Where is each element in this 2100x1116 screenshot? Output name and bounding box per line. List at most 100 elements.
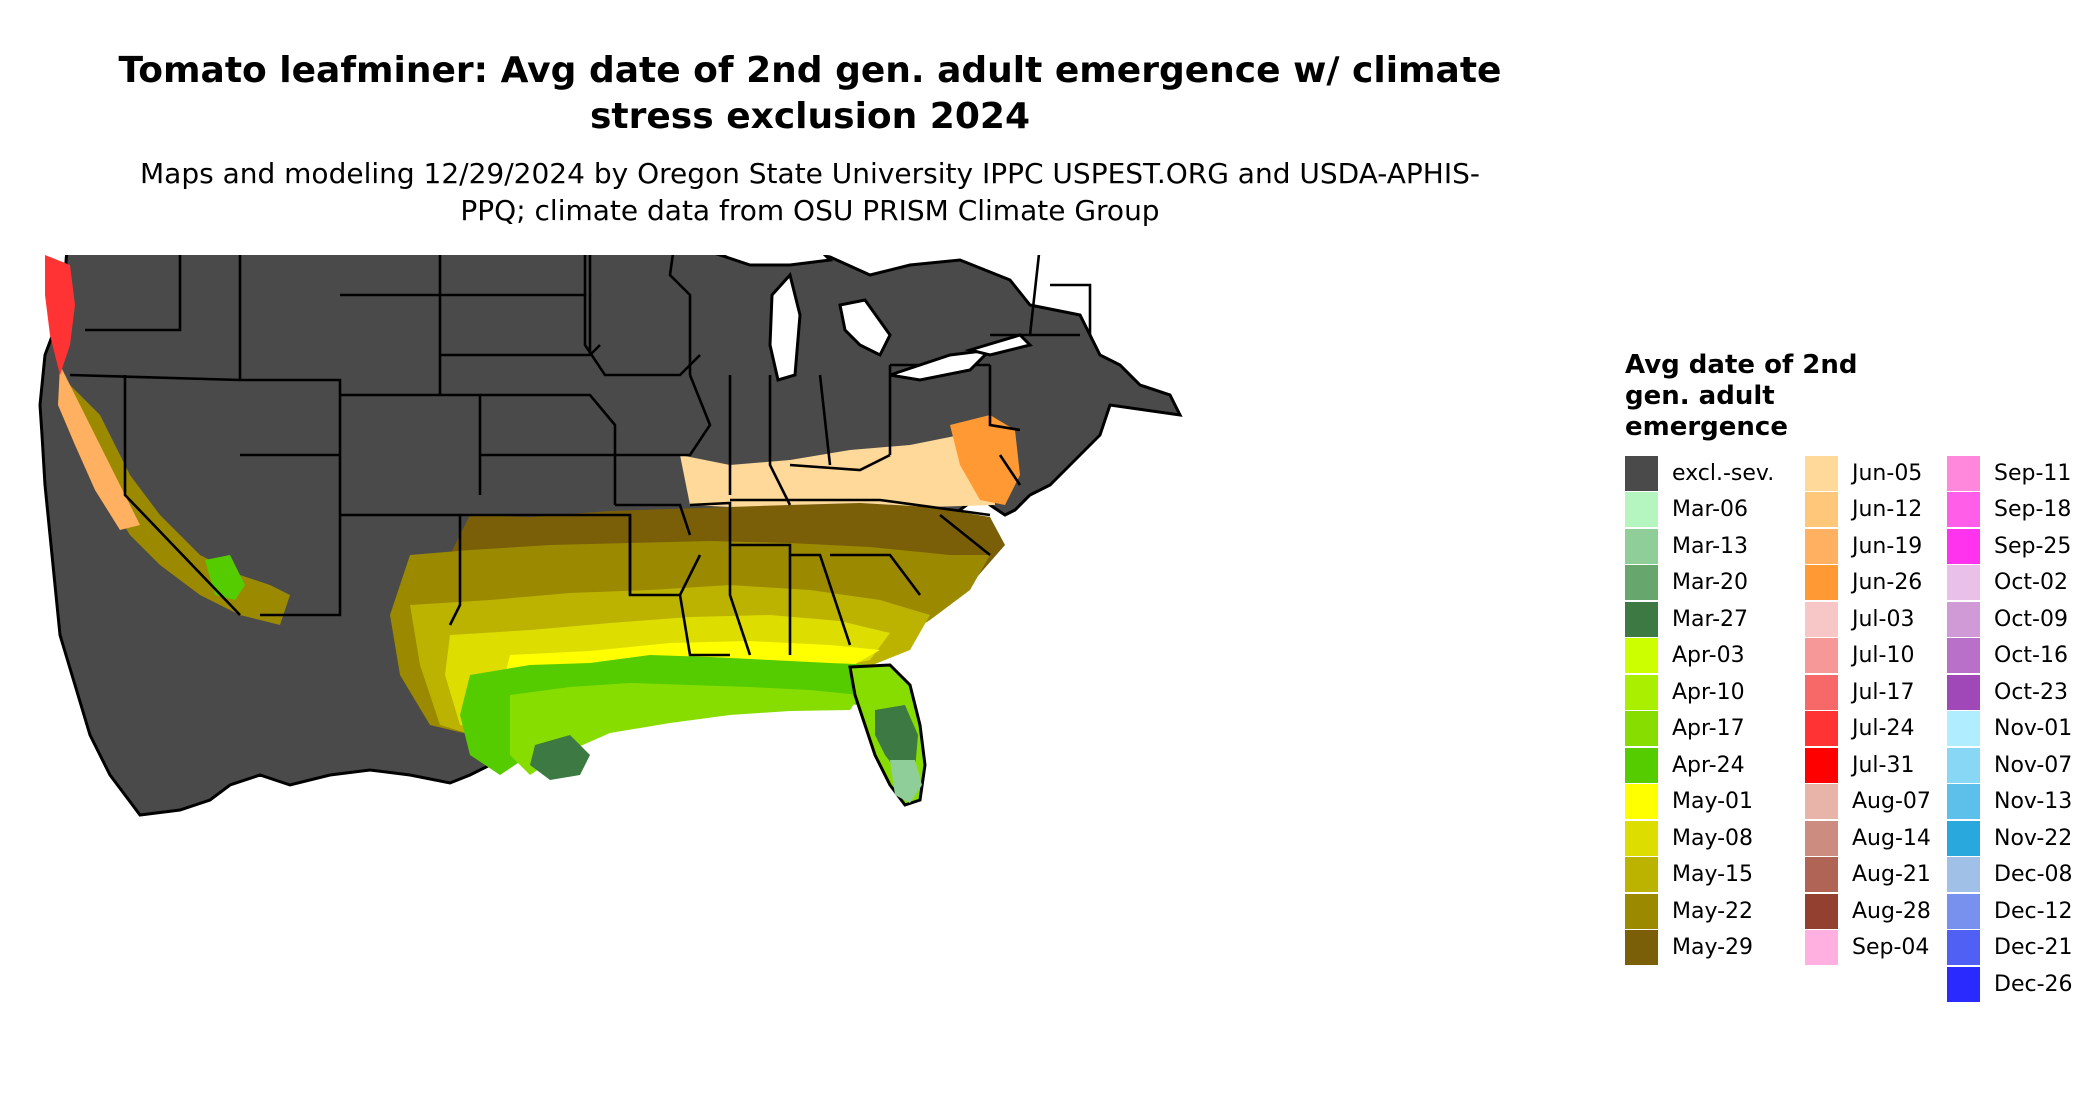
legend-swatch	[1947, 966, 1980, 1002]
legend-column-2: Jun-05 Jun-12 Jun-19 Jun-26 Jul-03 Jul-10 Jul-…	[1805, 455, 1955, 966]
legend-swatch	[1805, 784, 1838, 820]
legend-label: Jun-05	[1852, 460, 1923, 486]
legend-label: Oct-16	[1994, 643, 2068, 669]
legend-swatch	[1947, 455, 1980, 491]
legend-item: Dec-21	[1947, 930, 2097, 967]
legend-swatch	[1805, 674, 1838, 710]
legend-title: Avg date of 2nd gen. adult emergence	[1625, 350, 1858, 442]
legend-item: Jul-31	[1805, 747, 1955, 784]
legend-swatch	[1805, 893, 1838, 929]
legend-item: Dec-12	[1947, 893, 2097, 930]
legend-item: Apr-03	[1625, 638, 1775, 675]
legend-swatch	[1805, 455, 1838, 491]
legend-item: Oct-16	[1947, 638, 2097, 675]
zone-apr-17	[510, 683, 860, 775]
legend-swatch	[1947, 930, 1980, 966]
legend-label: Aug-14	[1852, 825, 1931, 851]
legend-swatch	[1805, 601, 1838, 637]
legend-column-1: excl.-sev. Mar-06 Mar-13 Mar-20 Mar-27 Apr-03…	[1625, 455, 1775, 966]
legend-label: Sep-18	[1994, 497, 2072, 523]
legend-item: Oct-23	[1947, 674, 2097, 711]
legend-label: Oct-02	[1994, 570, 2068, 596]
legend-item: Dec-08	[1947, 857, 2097, 894]
zone-west-coast-orange	[58, 365, 140, 530]
legend-swatch	[1947, 492, 1980, 528]
legend-label: Dec-21	[1994, 935, 2073, 961]
legend-label: Jul-17	[1852, 679, 1915, 705]
legend-swatch	[1625, 638, 1658, 674]
legend-item: Sep-04	[1805, 930, 1955, 967]
legend-item: Dec-26	[1947, 966, 2097, 1003]
legend-label: Oct-09	[1994, 606, 2068, 632]
legend-swatch	[1947, 601, 1980, 637]
legend-item: Oct-02	[1947, 565, 2097, 602]
legend-item: Aug-28	[1805, 893, 1955, 930]
legend-label: Mar-27	[1672, 606, 1749, 632]
legend-item: May-01	[1625, 784, 1775, 821]
legend-swatch	[1625, 893, 1658, 929]
legend-swatch	[1947, 638, 1980, 674]
legend-item: Nov-22	[1947, 820, 2097, 857]
legend-swatch	[1625, 784, 1658, 820]
zone-jun-05	[680, 435, 995, 507]
legend-label: Apr-03	[1672, 643, 1745, 669]
legend-swatch	[1625, 565, 1658, 601]
legend-swatch	[1947, 857, 1980, 893]
legend-item: May-22	[1625, 893, 1775, 930]
legend-label: Oct-23	[1994, 679, 2068, 705]
legend-label: Apr-24	[1672, 752, 1745, 778]
legend-swatch	[1805, 638, 1838, 674]
map-subtitle: Maps and modeling 12/29/2024 by Oregon S…	[140, 157, 1480, 227]
zone-mar-13-florida	[890, 760, 922, 803]
legend-swatch	[1805, 930, 1838, 966]
legend-swatch	[1625, 674, 1658, 710]
legend-label: Nov-13	[1994, 789, 2073, 815]
legend-item: May-15	[1625, 857, 1775, 894]
legend-item: Nov-01	[1947, 711, 2097, 748]
legend-label: Mar-06	[1672, 497, 1749, 523]
legend-item: Jul-24	[1805, 711, 1955, 748]
legend-label: May-01	[1672, 789, 1754, 815]
legend-item: Apr-24	[1625, 747, 1775, 784]
legend-label: May-08	[1672, 825, 1754, 851]
legend-label: Aug-21	[1852, 862, 1931, 888]
legend-swatch	[1625, 857, 1658, 893]
legend-label: May-15	[1672, 862, 1754, 888]
legend-label: Aug-07	[1852, 789, 1931, 815]
legend-item: May-29	[1625, 930, 1775, 967]
legend-item: Jun-12	[1805, 492, 1955, 529]
legend-item: Jul-10	[1805, 638, 1955, 675]
legend-label: Dec-12	[1994, 898, 2073, 924]
legend-swatch	[1805, 711, 1838, 747]
zone-mar-27-texas	[530, 735, 590, 780]
legend-swatch	[1805, 820, 1838, 856]
legend-label: May-22	[1672, 898, 1754, 924]
legend-item: Jun-19	[1805, 528, 1955, 565]
legend-swatch	[1805, 528, 1838, 564]
legend-label: Mar-20	[1672, 570, 1749, 596]
legend-swatch	[1947, 893, 1980, 929]
legend-swatch	[1625, 492, 1658, 528]
legend-swatch	[1625, 455, 1658, 491]
legend-label: Jun-26	[1852, 570, 1923, 596]
legend-item: Sep-25	[1947, 528, 2097, 565]
us-emergence-map	[38, 255, 1183, 817]
legend-label: Apr-10	[1672, 679, 1745, 705]
legend-swatch	[1947, 820, 1980, 856]
legend-label: Aug-28	[1852, 898, 1931, 924]
zone-jun-26	[950, 415, 1020, 505]
legend-label: Jun-19	[1852, 533, 1923, 559]
legend-label: Jul-24	[1852, 716, 1915, 742]
great-lakes	[715, 255, 1033, 382]
legend-item: Mar-06	[1625, 492, 1775, 529]
legend-item: Mar-13	[1625, 528, 1775, 565]
legend-label: Jul-03	[1852, 606, 1915, 632]
legend-item: Aug-07	[1805, 784, 1955, 821]
legend-swatch	[1625, 528, 1658, 564]
legend-label: Dec-26	[1994, 971, 2073, 997]
zone-apr-24	[460, 655, 890, 775]
legend-label: Mar-13	[1672, 533, 1749, 559]
legend-label: Jul-31	[1852, 752, 1915, 778]
zone-mar-27-florida	[875, 705, 918, 775]
legend-item: Jun-26	[1805, 565, 1955, 602]
